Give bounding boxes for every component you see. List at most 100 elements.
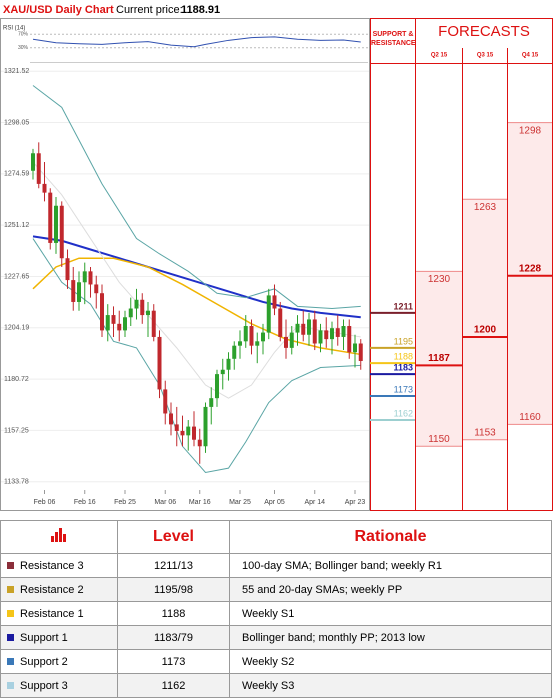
candle-body <box>289 332 294 348</box>
candle-body <box>226 358 231 370</box>
x-tick-label: Feb 16 <box>74 499 96 506</box>
level-name-cell: Resistance 2 <box>0 577 118 602</box>
price-label: Current price: <box>116 4 183 16</box>
candle-body <box>238 341 242 346</box>
chart: XAU/USD Daily Chart Current price: 1188.… <box>0 4 553 511</box>
rationale: Weekly S2 <box>229 649 552 674</box>
y-tick-label: 1180.72 <box>4 376 29 383</box>
forecast-frame <box>370 18 553 511</box>
level-value: 1188 <box>117 601 230 626</box>
candle-body <box>295 323 300 333</box>
candle-body <box>197 439 202 447</box>
x-tick-label: Feb 25 <box>114 499 136 506</box>
candle-body <box>347 326 352 353</box>
level-label: 1195 <box>394 336 413 346</box>
candle-body <box>335 328 340 337</box>
candle-body <box>82 271 87 283</box>
forecast-high-label: 1298 <box>519 125 542 136</box>
candle-body <box>140 299 145 316</box>
level-value: 1211/13 <box>117 553 230 578</box>
level-value: 1195/98 <box>117 577 230 602</box>
header-cell: Level <box>117 520 230 554</box>
candle-body <box>77 282 81 302</box>
level-name-cell: Support 3 <box>0 673 118 698</box>
level-name-cell: Resistance 3 <box>0 553 118 578</box>
candle-body <box>186 426 191 436</box>
candle-body <box>163 389 168 414</box>
swatch <box>7 585 14 593</box>
forecast-mid-label: 1187 <box>428 353 450 364</box>
candle-body <box>255 341 260 346</box>
candle-body <box>249 326 254 346</box>
candle-body <box>146 310 150 316</box>
forecast-low-label: 1150 <box>428 434 450 445</box>
table-body: Resistance 3 1211/13 100-day SMA; Bollinge… <box>0 553 552 698</box>
candle-body <box>209 398 214 407</box>
levels-title: SUPPORT & RESISTANCE <box>371 31 416 47</box>
level-name: Support 1 <box>20 631 68 644</box>
forecast-high-label: 1263 <box>474 202 497 213</box>
candle-body <box>174 424 179 431</box>
candle-body <box>278 308 283 337</box>
overlay-line <box>32 161 361 399</box>
candle-body <box>330 328 334 340</box>
candle-body <box>151 310 156 337</box>
candle-body <box>284 336 288 348</box>
x-tick-label: Feb 06 <box>34 499 56 506</box>
overlay-line <box>32 235 361 319</box>
forecast-mid-label: 1200 <box>474 325 497 336</box>
candle-body <box>232 345 237 359</box>
y-tick-label: 30% <box>18 45 29 51</box>
candle-body <box>318 330 323 344</box>
table-row: Support 2 1173 Weekly S2 <box>0 649 552 674</box>
level-name-cell: Support 1 <box>0 625 118 650</box>
y-tick-label: 1227.65 <box>4 273 29 280</box>
candle-body <box>157 336 162 390</box>
level-label: 1173 <box>394 384 413 394</box>
swatch <box>7 657 14 665</box>
candle-body <box>169 413 173 425</box>
candle-body <box>31 153 35 171</box>
levels-table: Level Rationale Resistance 3 1211/13 100-d… <box>0 520 552 698</box>
chart-frame <box>0 18 370 511</box>
price: 1188.91 <box>181 4 220 16</box>
candle-body <box>100 293 104 331</box>
forecast-mid-label: 1228 <box>519 263 542 274</box>
x-tick-label: Apr 14 <box>304 499 325 506</box>
swatch <box>7 561 14 569</box>
rationale: 55 and 20-day SMAs; weekly PP <box>229 577 552 602</box>
swatch <box>7 633 14 641</box>
forecast-high-label: 1230 <box>428 274 451 285</box>
forecast-low-label: 1153 <box>474 427 496 438</box>
table-header: Level Rationale <box>0 520 552 554</box>
rationale: Weekly S1 <box>229 601 552 626</box>
y-tick-label: 70% <box>18 32 29 38</box>
candle-body <box>65 258 70 281</box>
level-label: 1183 <box>393 362 413 372</box>
candle-body <box>324 330 329 340</box>
x-tick-label: Apr 23 <box>345 499 366 506</box>
candle-body <box>123 317 127 331</box>
x-tick-label: Apr 05 <box>264 499 285 506</box>
candle-body <box>215 374 219 399</box>
candle-body <box>180 430 185 436</box>
candle-body <box>105 315 110 331</box>
candle-body <box>54 205 58 243</box>
forecast-range <box>416 271 462 447</box>
candle-body <box>71 280 76 302</box>
forecast-title: FORECASTS <box>438 23 530 40</box>
column-label: Q2 15 <box>431 53 448 59</box>
forecast-range <box>508 122 552 425</box>
column-label: Q4 15 <box>522 53 539 59</box>
candle-body <box>261 332 265 342</box>
candle-body <box>111 315 116 324</box>
table-row: Resistance 1 1188 Weekly S1 <box>0 601 552 626</box>
rsi-line <box>32 36 361 48</box>
y-tick-label: 1298.05 <box>4 119 29 126</box>
overlay-line <box>32 85 361 310</box>
table-row: Support 3 1162 Weekly S3 <box>0 673 552 698</box>
level-label: 1162 <box>394 408 413 418</box>
candle-body <box>272 295 277 309</box>
y-tick-label: 1133.78 <box>4 479 29 486</box>
